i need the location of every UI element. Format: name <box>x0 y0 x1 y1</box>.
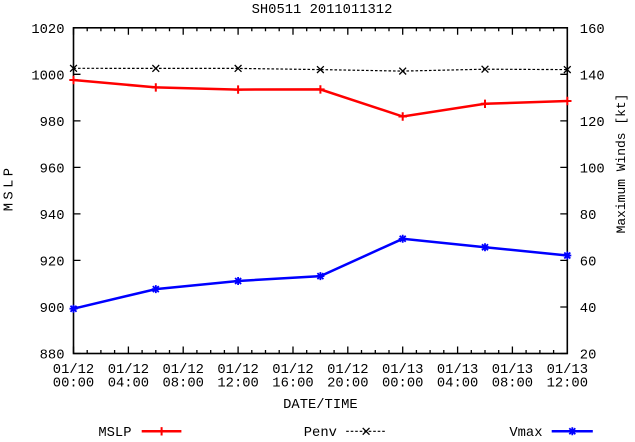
svg-text:08:00: 08:00 <box>492 376 533 391</box>
svg-text:880: 880 <box>40 349 65 364</box>
svg-text:100: 100 <box>580 162 605 177</box>
svg-text:MSLP: MSLP <box>98 426 131 437</box>
svg-text:01/13: 01/13 <box>547 362 588 378</box>
svg-text:20:00: 20:00 <box>327 376 368 391</box>
svg-text:160: 160 <box>580 23 605 38</box>
svg-text:Penv: Penv <box>304 426 337 437</box>
svg-text:00:00: 00:00 <box>382 376 423 391</box>
svg-text:04:00: 04:00 <box>108 376 149 391</box>
svg-text:08:00: 08:00 <box>162 376 203 391</box>
svg-text:940: 940 <box>40 209 65 224</box>
svg-text:40: 40 <box>580 302 597 317</box>
svg-text:01/12: 01/12 <box>327 362 368 378</box>
svg-text:1020: 1020 <box>31 23 64 38</box>
svg-text:16:00: 16:00 <box>272 376 313 391</box>
svg-text:60: 60 <box>580 255 597 270</box>
svg-text:12:00: 12:00 <box>547 376 588 391</box>
svg-text:01/12: 01/12 <box>217 362 258 378</box>
svg-text:01/12: 01/12 <box>162 362 203 378</box>
svg-text:01/13: 01/13 <box>492 362 533 378</box>
svg-text:120: 120 <box>580 116 605 131</box>
svg-text:DATE/TIME: DATE/TIME <box>283 397 358 413</box>
svg-text:MSLP: MSLP <box>3 165 18 212</box>
svg-text:Maximum Winds [kt]: Maximum Winds [kt] <box>614 94 629 234</box>
svg-text:20: 20 <box>580 349 597 364</box>
svg-text:01/13: 01/13 <box>437 362 478 378</box>
svg-text:980: 980 <box>40 116 65 131</box>
svg-text:01/12: 01/12 <box>108 362 149 378</box>
svg-text:140: 140 <box>580 69 605 84</box>
svg-text:80: 80 <box>580 209 597 224</box>
svg-text:1000: 1000 <box>31 69 64 84</box>
svg-text:Vmax: Vmax <box>509 426 542 437</box>
svg-text:00:00: 00:00 <box>53 376 94 391</box>
svg-text:900: 900 <box>40 302 65 317</box>
svg-text:01/13: 01/13 <box>382 362 423 378</box>
svg-text:01/12: 01/12 <box>272 362 313 378</box>
svg-text:SH0511 2011011312: SH0511 2011011312 <box>252 3 393 18</box>
svg-text:12:00: 12:00 <box>217 376 258 391</box>
svg-text:04:00: 04:00 <box>437 376 478 391</box>
svg-text:920: 920 <box>40 255 65 270</box>
svg-text:960: 960 <box>40 162 65 177</box>
svg-text:01/12: 01/12 <box>53 362 94 378</box>
